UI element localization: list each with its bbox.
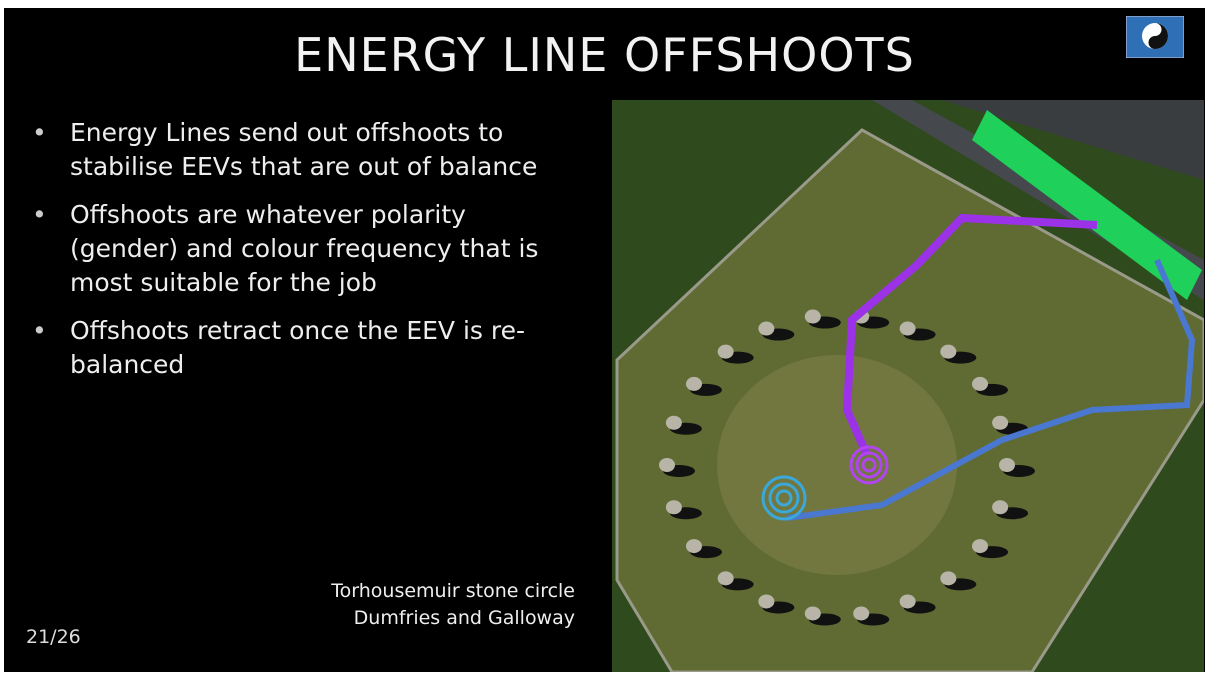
stone bbox=[853, 606, 869, 620]
stone bbox=[718, 571, 734, 585]
stone bbox=[805, 606, 821, 620]
stone bbox=[805, 310, 821, 324]
bullet: Offshoots retract once the EEV is re-bal… bbox=[32, 314, 572, 382]
caption: Torhousemuir stone circle Dumfries and G… bbox=[331, 578, 575, 632]
stone bbox=[686, 539, 702, 553]
stone bbox=[659, 458, 675, 472]
caption-line: Torhousemuir stone circle bbox=[331, 578, 575, 605]
stone bbox=[940, 345, 956, 359]
caption-line: Dumfries and Galloway bbox=[331, 605, 575, 632]
slide: ENERGY LINE OFFSHOOTS Energy Lines send … bbox=[4, 8, 1205, 672]
mound bbox=[717, 355, 957, 575]
slide-title: ENERGY LINE OFFSHOOTS bbox=[4, 28, 1205, 82]
stone bbox=[992, 500, 1008, 514]
page-number: 21/26 bbox=[26, 626, 81, 648]
stone bbox=[666, 500, 682, 514]
bullet: Energy Lines send out offshoots to stabi… bbox=[32, 116, 572, 184]
stone bbox=[972, 377, 988, 391]
stone bbox=[758, 322, 774, 336]
stone bbox=[992, 416, 1008, 430]
stone bbox=[758, 594, 774, 608]
stone bbox=[666, 416, 682, 430]
stone bbox=[900, 322, 916, 336]
stone bbox=[940, 571, 956, 585]
bullet-list: Energy Lines send out offshoots to stabi… bbox=[32, 116, 572, 396]
aerial-photo bbox=[612, 100, 1204, 672]
logo bbox=[1126, 16, 1184, 58]
stone bbox=[972, 539, 988, 553]
bullet: Offshoots are whatever polarity (gender)… bbox=[32, 198, 572, 300]
stone bbox=[718, 345, 734, 359]
stone bbox=[999, 458, 1015, 472]
stone bbox=[900, 594, 916, 608]
stone bbox=[686, 377, 702, 391]
